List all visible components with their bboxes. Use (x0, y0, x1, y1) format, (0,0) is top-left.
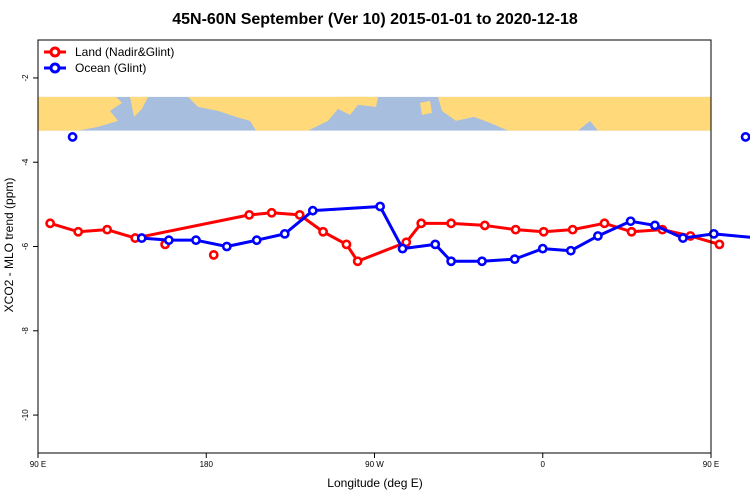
point-ocean-1 (163, 235, 174, 246)
series-layer (45, 132, 750, 267)
point-land-2 (102, 224, 113, 235)
map-land-2 (188, 96, 378, 131)
point-land-13 (479, 220, 490, 231)
x-tick-label-0: 90 E (30, 460, 46, 469)
point-ocean-13 (537, 243, 548, 254)
point-ocean-16 (625, 216, 636, 227)
y-tick-label-3: -8 (21, 327, 30, 335)
point-ocean-4 (251, 235, 262, 246)
y-axis-label: XCO2 - MLO trend (ppm) (2, 178, 16, 313)
y-tick-label-0: -2 (21, 74, 30, 82)
point-ocean-17 (650, 220, 660, 231)
legend: Land (Nadir&Glint) Ocean (Glint) (44, 45, 174, 75)
point-ocean-18 (678, 233, 688, 243)
point-ocean-isolated-1 (740, 132, 750, 142)
x-tick-label-2: 90 W (365, 460, 384, 469)
point-land-16 (567, 224, 578, 235)
map-land-1 (130, 96, 148, 117)
point-land-9 (352, 256, 363, 267)
world-map-band (38, 96, 711, 131)
point-land-8 (341, 239, 352, 250)
map-land-3 (338, 96, 368, 103)
map-land-0 (38, 96, 122, 131)
x-tick-label-3: 0 (541, 460, 546, 469)
y-tick-label-4: -10 (21, 409, 30, 421)
point-ocean-9 (430, 239, 441, 250)
point-land-6 (294, 209, 305, 220)
point-ocean-10 (446, 256, 457, 267)
y-tick-label-2: -6 (21, 242, 30, 250)
point-ocean-0 (136, 233, 147, 243)
point-land-isolated-1 (208, 250, 219, 260)
point-land-5 (266, 207, 277, 218)
legend-label-land: Land (Nadir&Glint) (75, 45, 174, 59)
point-ocean-8 (397, 243, 408, 254)
point-ocean-3 (221, 241, 232, 252)
point-land-1 (73, 226, 84, 237)
point-land-21 (714, 239, 725, 250)
chart-title: 45N-60N September (Ver 10) 2015-01-01 to… (172, 11, 578, 28)
point-land-17 (599, 218, 610, 229)
x-axis-label: Longitude (deg E) (327, 476, 422, 490)
point-ocean-2 (191, 235, 201, 246)
point-ocean-isolated-0 (67, 132, 78, 142)
point-ocean-7 (375, 201, 386, 212)
point-ocean-14 (565, 245, 576, 256)
y-tick-label-1: -4 (21, 158, 30, 166)
legend-marker-land (49, 46, 61, 58)
point-land-4 (244, 209, 255, 220)
point-land-14 (510, 224, 521, 235)
point-ocean-15 (592, 231, 603, 241)
point-land-12 (446, 218, 457, 229)
legend-marker-ocean (49, 62, 61, 74)
point-land-18 (626, 226, 637, 237)
series-line-land (49, 211, 720, 263)
point-ocean-6 (307, 205, 318, 216)
point-ocean-19 (708, 228, 719, 239)
point-land-7 (318, 226, 328, 237)
point-land-15 (538, 226, 549, 237)
map-land-4 (438, 96, 711, 131)
point-ocean-5 (279, 228, 290, 239)
point-land-0 (45, 218, 56, 229)
x-tick-label-1: 180 (200, 460, 214, 469)
legend-label-ocean: Ocean (Glint) (75, 61, 146, 75)
series-line-ocean (141, 204, 750, 263)
plot-frame (37, 39, 712, 454)
x-tick-label-4: 90 E (703, 460, 719, 469)
point-land-11 (416, 218, 427, 229)
map-land-5 (420, 100, 432, 115)
point-ocean-11 (477, 256, 487, 267)
point-ocean-12 (509, 254, 520, 265)
